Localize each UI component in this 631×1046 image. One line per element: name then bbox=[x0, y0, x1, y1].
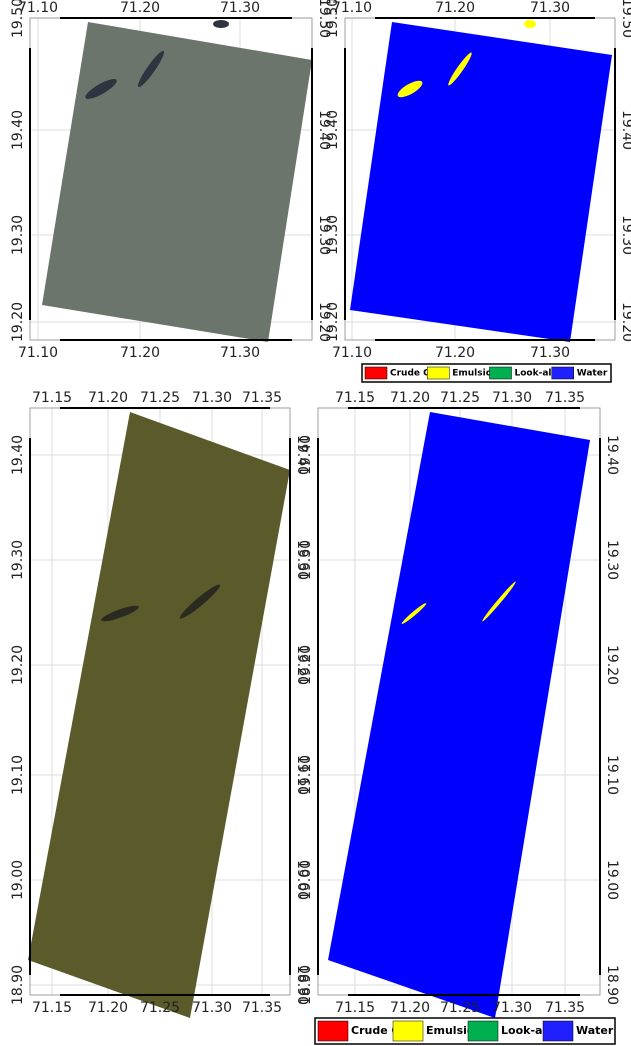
lat-label: 19.40 bbox=[10, 435, 26, 475]
legend-swatch bbox=[468, 1021, 498, 1041]
lat-label: 18.90 bbox=[298, 965, 314, 1005]
legend-swatch bbox=[393, 1021, 423, 1041]
lon-label: 71.15 bbox=[335, 1000, 375, 1016]
lat-label: 19.30 bbox=[10, 540, 26, 580]
lon-label: 71.35 bbox=[242, 1000, 282, 1016]
lon-label: 71.20 bbox=[390, 1000, 430, 1016]
lat-label: 19.00 bbox=[604, 860, 620, 900]
lat-label: 19.40 bbox=[298, 435, 314, 475]
lon-label: 71.20 bbox=[390, 390, 430, 406]
lon-label: 71.35 bbox=[242, 390, 282, 406]
legend-swatch bbox=[490, 367, 512, 379]
slick bbox=[524, 20, 536, 28]
lat-label: 19.20 bbox=[10, 302, 26, 342]
legend-swatch bbox=[552, 367, 574, 379]
lat-label: 19.20 bbox=[604, 645, 620, 685]
legend-swatch bbox=[318, 1021, 348, 1041]
lon-label: 71.25 bbox=[140, 390, 180, 406]
lat-label: 19.40 bbox=[619, 110, 631, 150]
lon-label: 71.30 bbox=[220, 0, 260, 16]
lat-label: 19.20 bbox=[10, 645, 26, 685]
lat-label: 19.00 bbox=[10, 860, 26, 900]
lon-label: 71.25 bbox=[140, 1000, 180, 1016]
satellite-image bbox=[28, 412, 290, 1018]
satellite-image bbox=[350, 22, 612, 342]
lat-label: 19.30 bbox=[298, 540, 314, 580]
lon-label: 71.15 bbox=[32, 1000, 72, 1016]
lat-label: 19.30 bbox=[10, 215, 26, 255]
lat-label: 19.00 bbox=[298, 860, 314, 900]
lon-label: 71.30 bbox=[530, 0, 570, 16]
lat-label: 19.30 bbox=[619, 215, 631, 255]
lat-label: 19.50 bbox=[10, 0, 26, 38]
satellite-image bbox=[328, 412, 590, 1018]
slick bbox=[213, 20, 229, 28]
lat-label: 19.50 bbox=[619, 0, 631, 38]
lon-label: 71.20 bbox=[435, 345, 475, 361]
legend-swatch bbox=[365, 367, 387, 379]
lat-label: 19.30 bbox=[604, 540, 620, 580]
lat-label: 19.10 bbox=[298, 755, 314, 795]
lon-label: 71.20 bbox=[88, 390, 128, 406]
lat-label: 19.40 bbox=[604, 435, 620, 475]
lon-label: 71.15 bbox=[335, 390, 375, 406]
lon-label: 71.20 bbox=[88, 1000, 128, 1016]
lat-label: 19.30 bbox=[325, 215, 341, 255]
lat-label: 19.40 bbox=[325, 110, 341, 150]
lon-label: 71.15 bbox=[32, 390, 72, 406]
lon-label: 71.35 bbox=[545, 390, 585, 406]
lat-label: 18.90 bbox=[604, 965, 620, 1005]
legend-swatch bbox=[427, 367, 449, 379]
lat-label: 19.50 bbox=[325, 0, 341, 38]
lon-label: 71.35 bbox=[545, 1000, 585, 1016]
lon-label: 71.30 bbox=[492, 1000, 532, 1016]
satellite-image bbox=[42, 22, 312, 342]
lon-label: 71.25 bbox=[440, 1000, 480, 1016]
lat-label: 19.20 bbox=[619, 302, 631, 342]
lon-label: 71.30 bbox=[220, 345, 260, 361]
lon-label: 71.30 bbox=[192, 390, 232, 406]
legend-label: Water bbox=[577, 369, 608, 379]
lon-label: 71.20 bbox=[435, 0, 475, 16]
lat-label: 18.90 bbox=[10, 965, 26, 1005]
lat-label: 19.10 bbox=[10, 755, 26, 795]
legend-swatch bbox=[543, 1021, 573, 1041]
lat-label: 19.20 bbox=[325, 302, 341, 342]
lon-label: 71.20 bbox=[120, 345, 160, 361]
lon-label: 71.20 bbox=[120, 0, 160, 16]
lon-label: 71.10 bbox=[18, 345, 58, 361]
lon-label: 71.25 bbox=[440, 390, 480, 406]
lat-label: 19.40 bbox=[10, 110, 26, 150]
legend-label: Water bbox=[576, 1024, 614, 1037]
lat-label: 19.20 bbox=[298, 645, 314, 685]
lat-label: 19.10 bbox=[604, 755, 620, 795]
lon-label: 71.30 bbox=[530, 345, 570, 361]
lon-label: 71.10 bbox=[332, 345, 372, 361]
lon-label: 71.30 bbox=[192, 1000, 232, 1016]
lon-label: 71.30 bbox=[492, 390, 532, 406]
figure: 71.10 71.10 71.20 71.20 71.30 71.30 19.50 19.50… bbox=[0, 0, 631, 1046]
